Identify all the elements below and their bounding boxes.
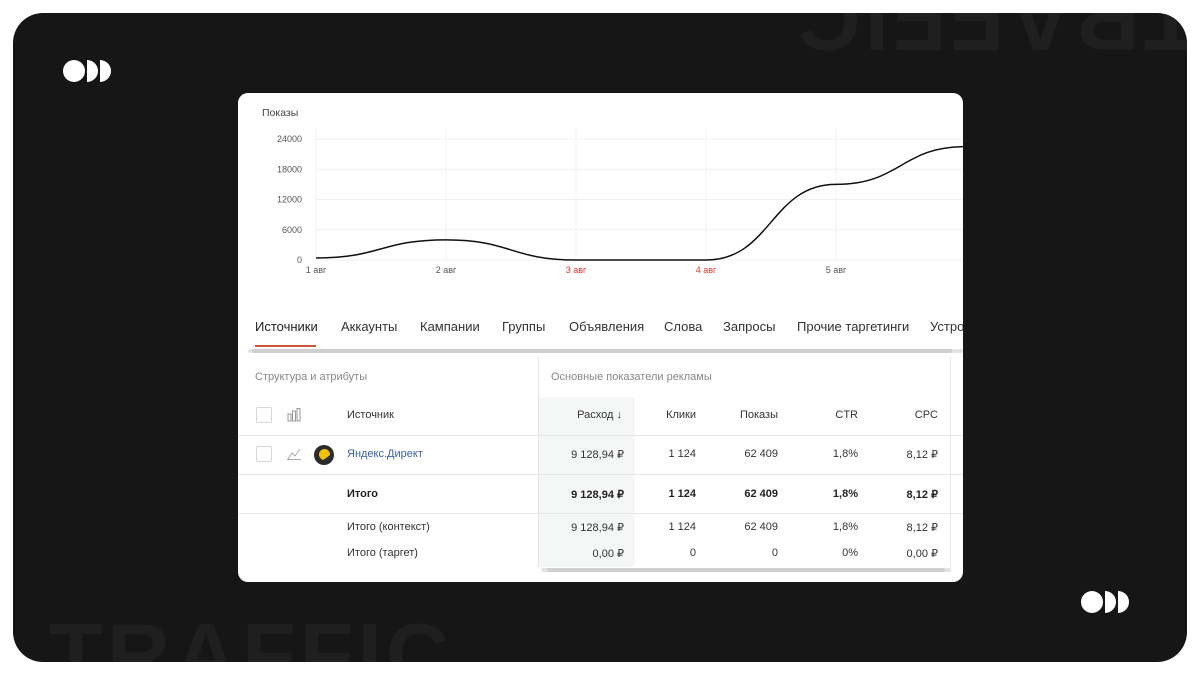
stats-card: Показы 24000 18000 12000 6000 0 1 авг 2 авг 3 … [238,93,963,582]
target-impressions: 0 [771,547,778,559]
watermark-top: TRAFFIC [793,13,1187,69]
column-header-ctr[interactable]: CTR [835,409,858,421]
impressions-chart: Показы 24000 18000 12000 6000 0 1 авг 2 авг 3 … [262,107,963,275]
yandex-direct-logo-icon [314,445,334,465]
tab-accounts[interactable]: Аккаунты [341,319,398,334]
total-context-label: Итого (контекст) [347,521,430,533]
chart-x-tick: 4 авг [696,265,717,275]
select-all-checkbox[interactable] [256,407,272,423]
tabs-bar: Источники Аккаунты Кампании Группы Объяв… [238,309,963,353]
chart-x-tick: 2 авг [436,265,457,275]
chart-y-tick: 0 [297,255,302,265]
total-impressions: 62 409 [744,488,778,500]
context-clicks: 1 124 [668,521,696,533]
chart-y-label: Показы [262,107,298,119]
tab-groups[interactable]: Группы [502,319,546,334]
chart-series-line [315,145,963,261]
brand-logo-icon [63,60,111,82]
target-cpc: 0,00 ₽ [906,548,938,560]
chart-x-tick: 5 авг [826,265,847,275]
column-header-clicks[interactable]: Клики [666,409,696,421]
total-cpc: 8,12 ₽ [906,489,938,501]
target-ctr: 0% [842,547,858,559]
context-impressions: 62 409 [744,521,778,533]
bar-chart-icon[interactable] [287,408,301,422]
tab-campaigns[interactable]: Кампании [420,319,480,334]
row-ctr: 1,8% [832,448,858,460]
sources-table: Структура и атрибуты Основные показатели… [238,357,963,582]
total-label: Итого [347,488,379,500]
chart-y-tick: 24000 [277,134,302,144]
active-tab-indicator [255,345,316,347]
tab-devices[interactable]: Устро [930,319,963,334]
group-header-structure: Структура и атрибуты [255,371,368,383]
group-header-metrics: Основные показатели рекламы [551,371,712,383]
target-spend: 0,00 ₽ [592,548,624,560]
context-cpc: 8,12 ₽ [906,522,938,534]
table-scrollbar[interactable] [541,568,951,572]
chart-y-tick: 12000 [277,195,302,205]
tabs-scrollbar[interactable] [248,349,963,353]
source-link-yandex-direct[interactable]: Яндекс.Директ [347,448,423,460]
row-checkbox[interactable] [256,446,272,462]
trend-line-icon[interactable] [287,448,301,460]
chart-y-tick: 18000 [277,164,302,174]
context-spend: 9 128,94 ₽ [571,522,624,534]
chart-x-tick: 1 авг [306,265,327,275]
column-header-impressions[interactable]: Показы [739,409,778,421]
tab-sources[interactable]: Источники [255,319,318,334]
tab-other-targeting[interactable]: Прочие таргетинги [797,319,910,334]
total-spend: 9 128,94 ₽ [571,489,624,501]
column-header-spend[interactable]: Расход ↓ [577,409,622,421]
total-target-label: Итого (таргет) [347,547,418,559]
chart-y-tick: 6000 [282,225,302,235]
row-impressions: 62 409 [744,448,778,460]
row-spend: 9 128,94 ₽ [571,449,624,461]
sorted-column-highlight [539,397,635,567]
chart-x-tick: 3 авг [566,265,587,275]
tab-keywords[interactable]: Слова [664,319,703,334]
total-clicks: 1 124 [668,488,696,500]
tab-ads[interactable]: Объявления [569,319,645,334]
target-clicks: 0 [689,547,696,559]
tab-queries[interactable]: Запросы [723,319,776,334]
row-cpc: 8,12 ₽ [906,449,938,461]
context-ctr: 1,8% [832,521,858,533]
column-header-cpc[interactable]: CPC [914,409,938,421]
watermark-bottom: TRAFFIC [49,605,454,663]
total-ctr: 1,8% [832,488,858,500]
brand-logo-icon [1081,591,1129,613]
row-clicks: 1 124 [668,448,696,460]
column-header-source[interactable]: Источник [347,409,394,421]
